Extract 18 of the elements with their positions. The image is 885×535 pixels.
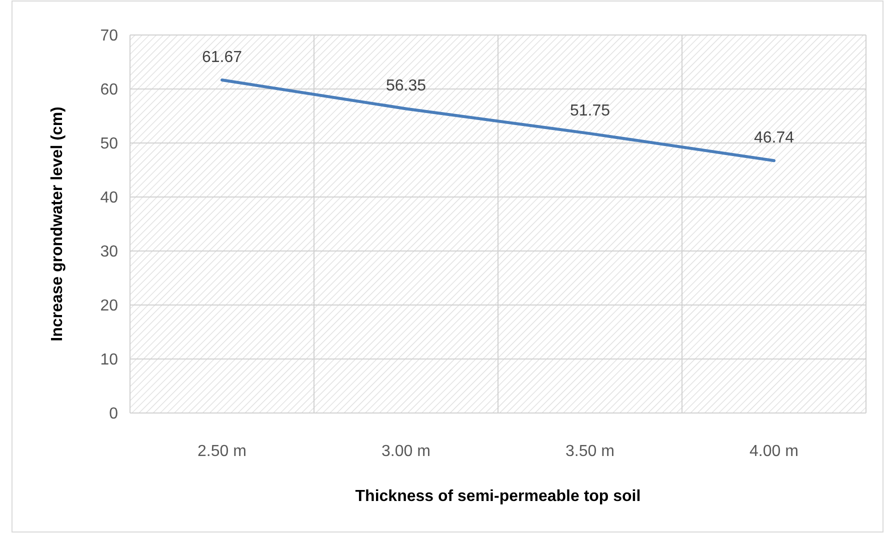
y-tick-label: 70 <box>100 28 118 45</box>
y-tick-label: 10 <box>100 352 118 369</box>
y-tick-label: 0 <box>109 406 118 423</box>
x-tick-label: 3.00 m <box>382 443 430 460</box>
x-axis-title: Thickness of semi-permeable top soil <box>355 488 641 505</box>
data-label: 56.35 <box>386 78 426 95</box>
y-tick-label: 40 <box>100 190 118 207</box>
y-tick-label: 60 <box>100 82 118 99</box>
y-tick-label: 30 <box>100 244 118 261</box>
y-tick-label: 20 <box>100 298 118 315</box>
y-tick-label: 50 <box>100 136 118 153</box>
x-tick-label: 3.50 m <box>566 443 614 460</box>
x-tick-label: 2.50 m <box>198 443 246 460</box>
y-axis-title: Increase grondwater level (cm) <box>49 106 66 342</box>
data-label: 46.74 <box>754 130 794 147</box>
data-label: 61.67 <box>202 48 242 66</box>
data-label: 51.75 <box>570 102 610 120</box>
x-tick-label: 4.00 m <box>750 443 798 460</box>
